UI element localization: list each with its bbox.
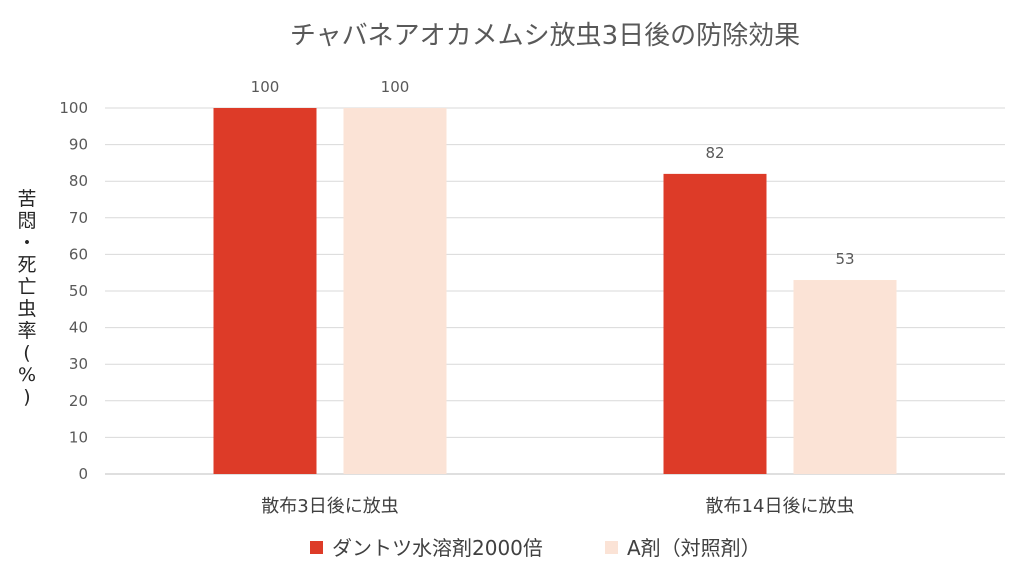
y-axis-label-char: ( [23, 342, 30, 364]
y-tick-label: 50 [69, 282, 88, 300]
y-axis-label-char: ・ [17, 232, 36, 254]
y-tick-label: 0 [78, 465, 88, 483]
legend: ダントツ水溶剤2000倍 A剤（対照剤） [310, 536, 761, 560]
y-tick-label: 20 [69, 392, 88, 410]
data-label: 82 [705, 144, 724, 162]
legend-label: ダントツ水溶剤2000倍 [332, 536, 543, 560]
y-tick-label: 70 [69, 209, 88, 227]
legend-swatch [310, 541, 323, 554]
y-tick-label: 30 [69, 355, 88, 373]
y-axis-label-char: 率 [17, 320, 36, 342]
y-axis-label-char: 悶 [17, 210, 36, 232]
y-tick-label: 10 [69, 428, 88, 446]
y-axis-label-char: 苦 [17, 188, 36, 210]
legend-label: A剤（対照剤） [627, 536, 761, 560]
data-label: 100 [381, 78, 410, 96]
x-axis-categories: 散布3日後に放虫 散布14日後に放虫 [261, 496, 854, 517]
y-axis-ticks: 0 10 20 30 40 50 60 70 80 90 100 [59, 99, 88, 483]
category-label: 散布14日後に放虫 [706, 496, 855, 517]
y-axis-label-char: 亡 [17, 276, 36, 298]
bars [213, 108, 897, 474]
category-label: 散布3日後に放虫 [261, 496, 398, 517]
data-label: 53 [835, 250, 854, 268]
y-tick-label: 40 [69, 319, 88, 337]
y-axis-label-char: 死 [17, 254, 36, 276]
chart-title: チャバネアオカメムシ放虫3日後の防除効果 [290, 21, 800, 51]
y-axis-label-char: 虫 [17, 298, 36, 320]
bar-a-agent [793, 280, 897, 474]
y-axis-label-char: ) [23, 386, 30, 408]
y-tick-label: 60 [69, 245, 88, 263]
data-labels: 100 100 82 53 [251, 78, 855, 268]
y-tick-label: 100 [59, 99, 88, 117]
bar-dantotsu [663, 173, 767, 474]
y-tick-label: 90 [69, 136, 88, 154]
bar-a-agent [343, 108, 447, 474]
y-tick-label: 80 [69, 172, 88, 190]
data-label: 100 [251, 78, 280, 96]
y-axis-label-char: % [18, 364, 36, 386]
bar-dantotsu [213, 108, 317, 474]
legend-swatch [605, 541, 618, 554]
